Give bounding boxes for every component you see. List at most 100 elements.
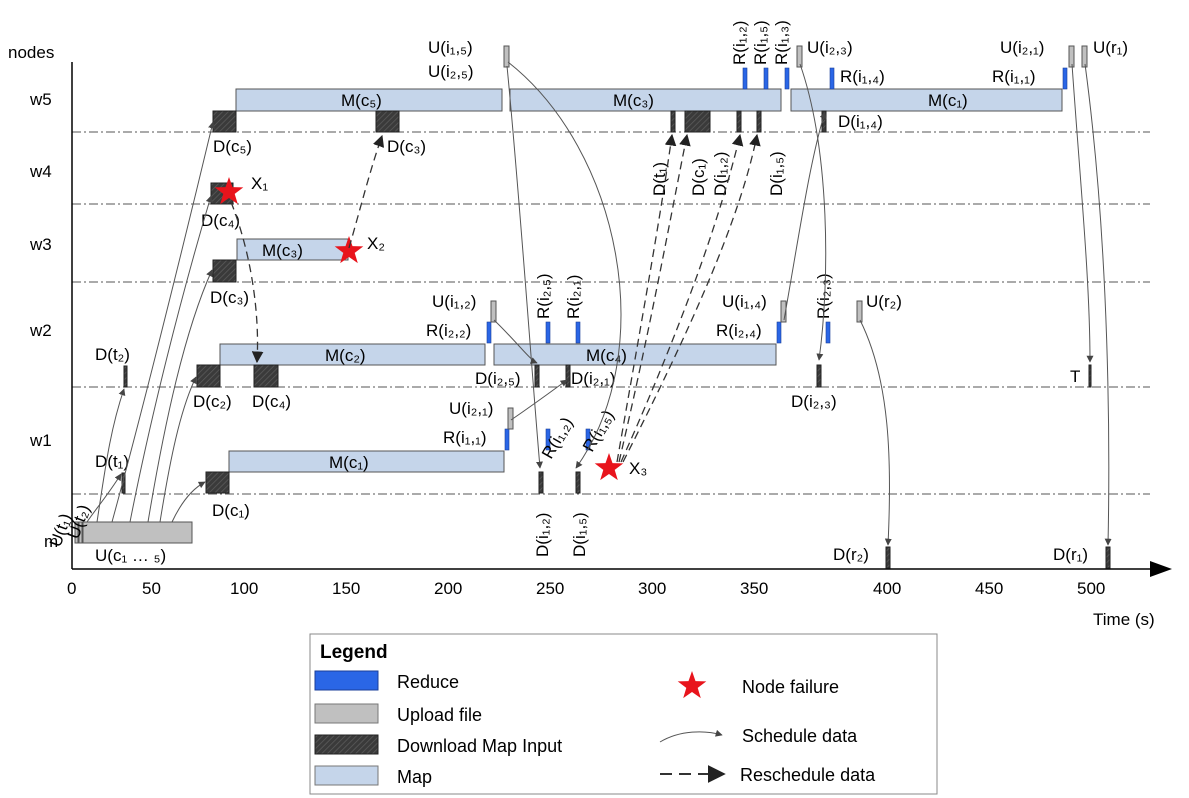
download-bar-w5-c5	[212, 110, 237, 133]
label-r-i21: R(i₂,₁)	[564, 275, 583, 319]
schedule-arrow	[1084, 63, 1112, 546]
label-r-i13: R(i₁,₃)	[772, 20, 791, 65]
reduce-bar-w2-i22	[486, 321, 492, 344]
label-d-t2: D(t₂)	[95, 345, 130, 364]
legend-swatch-download	[314, 734, 379, 755]
schedule-arrows	[86, 61, 1112, 546]
reschedule-arrow	[230, 201, 264, 364]
label-r-i25: R(i₂,₅)	[534, 273, 553, 319]
label-r-i11-top: R(i₁,₁)	[992, 67, 1036, 86]
download-bar-w5-i12	[736, 110, 742, 133]
x-tick-label: 50	[142, 579, 161, 598]
download-bar-w2-c2	[196, 364, 221, 388]
map-bar-w5-c5	[235, 88, 503, 112]
legend-schedule-arrow	[659, 729, 723, 743]
label-d-c2: D(c₂)	[193, 392, 232, 411]
label-d-r1: D(r₁)	[1053, 545, 1088, 564]
schedule-arrow	[783, 111, 827, 321]
legend-label-map: Map	[397, 767, 432, 787]
reduce-bar-w2-i23	[825, 321, 831, 344]
label-d-r2: D(r₂)	[833, 545, 869, 564]
x-tick-label: 100	[230, 579, 258, 598]
lane-label-w3: w3	[29, 235, 52, 254]
legend-swatch-reduce	[314, 670, 379, 691]
label-d-c3-w5: D(c₃)	[387, 137, 426, 156]
x-tick-label: 250	[536, 579, 564, 598]
nodes-axis-label: nodes	[8, 43, 54, 62]
lane-label-w4: w4	[29, 162, 52, 181]
reduce-bar-w5-i15	[763, 67, 769, 90]
legend-box	[309, 633, 938, 795]
schedule-arrow	[111, 121, 215, 523]
reschedule-arrow	[616, 133, 677, 463]
legend-label-reschedule: Reschedule data	[740, 765, 876, 785]
reduce-bar-w5-i11	[1062, 67, 1068, 90]
label-d-i21: D(i₂,₁)	[571, 369, 615, 388]
schedule-arrow	[171, 481, 206, 523]
x-tick-labels: 0 50 100 150 200 250 300 350 400 450 500	[67, 579, 1105, 598]
download-bar-w2-i23	[816, 364, 822, 388]
label-u-i21-w1: U(i₂,₁)	[449, 399, 493, 418]
map-bar-w2-c2	[219, 343, 486, 366]
schedule-arrow	[159, 376, 197, 523]
label-r-i24: R(i₂,₄)	[716, 321, 762, 340]
download-bar-w2-c4	[253, 364, 279, 388]
x-tick-label: 400	[873, 579, 901, 598]
label-d-c1-w1: D(c₁)	[212, 501, 250, 520]
label-u-i14: U(i₁,₄)	[722, 292, 767, 311]
download-bar-w1-i15	[575, 471, 581, 494]
reschedule-arrows	[230, 133, 761, 463]
legend-title: Legend	[320, 642, 388, 663]
label-d-t1-w1: D(t₁)	[95, 452, 129, 471]
map-bar-w5-c1	[790, 88, 1063, 112]
upload-bar-m-c	[82, 521, 193, 544]
schedule-arrow	[1071, 63, 1094, 363]
map-label-w2-c2: M(c₂)	[325, 346, 366, 365]
map-label-w3-c3: M(c₃)	[262, 241, 303, 260]
label-r-i15: R(i₁,₅)	[751, 20, 770, 65]
map-label-w5-c1: M(c₁)	[928, 91, 968, 110]
download-bar-w2-t2	[123, 365, 128, 388]
schedule-arrow	[129, 195, 213, 523]
label-u-c: U(c₁ … ₅)	[95, 546, 166, 565]
download-bar-w1-c1	[205, 471, 230, 494]
label-d-i23: D(i₂,₃)	[791, 392, 837, 411]
reduce-bar-w1-i12	[545, 428, 551, 451]
map-bar-w2-c4	[493, 343, 777, 366]
map-label-w2-c4: M(c₄)	[586, 346, 627, 365]
lane-label-w2: w2	[29, 321, 52, 340]
upload-bar-w1-i21	[507, 407, 514, 430]
upload-bar-m-t1	[74, 521, 79, 544]
x-axis-arrowhead	[1150, 561, 1172, 577]
label-d-i14: D(i₁,₄)	[838, 112, 883, 131]
label-d-c5: D(c₅)	[213, 137, 252, 156]
download-bar-w2-i21	[565, 364, 571, 388]
schedule-arrow	[507, 61, 622, 469]
download-bar-m-r2	[885, 546, 891, 569]
upload-bar-w2-i12	[490, 300, 497, 323]
download-bar-w5-c3	[375, 110, 400, 133]
label-d-i15-w1: D(i₁,₅)	[570, 512, 589, 557]
download-bar-w1-i12	[538, 471, 544, 494]
schedule-arrow	[506, 65, 543, 469]
upload-bar-m-t2	[78, 521, 83, 544]
upload-bar-w5-i15	[503, 45, 510, 68]
label-d-c3-w3: D(c₃)	[210, 288, 249, 307]
legend-label-upload: Upload file	[397, 705, 482, 725]
map-bar-w1-c1	[228, 450, 505, 473]
schedule-arrow	[510, 379, 568, 421]
x-tick-label: 450	[975, 579, 1003, 598]
reschedule-arrow	[348, 134, 385, 249]
label-r-i12: R(i₁,₂)	[730, 21, 749, 65]
legend-swatch-map	[314, 765, 379, 786]
label-x3: X₃	[629, 459, 647, 478]
reduce-bar-w2-i24	[776, 321, 782, 344]
schedule-arrow	[86, 473, 122, 523]
label-r-i14: R(i₁,₄)	[840, 67, 885, 86]
label-u-r1: U(r₁)	[1093, 38, 1128, 57]
label-d-i15-w5: D(i₁,₅)	[767, 151, 786, 196]
label-r-i22: R(i₂,₂)	[426, 321, 471, 340]
label-d-i25: D(i₂,₅)	[475, 369, 521, 388]
node-failure-star-x3	[594, 453, 624, 481]
